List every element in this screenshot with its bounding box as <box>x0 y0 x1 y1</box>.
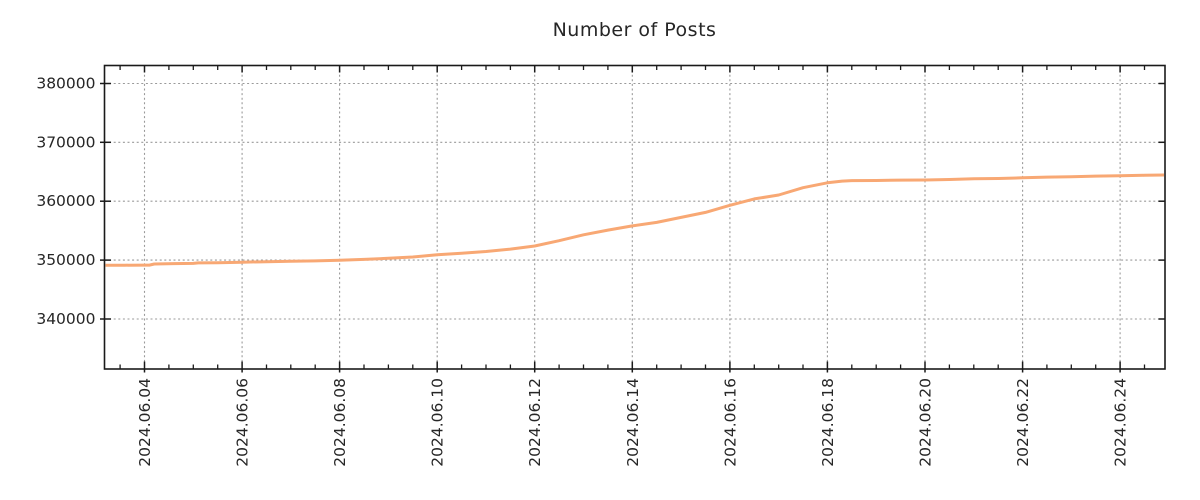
x-tick-label: 2024.06.24 <box>1112 378 1130 467</box>
chart-title: Number of Posts <box>552 19 717 41</box>
y-tick-label: 350000 <box>36 251 95 269</box>
x-tick-label: 2024.06.06 <box>234 378 252 467</box>
y-tick-label: 360000 <box>36 192 95 210</box>
x-tick-label: 2024.06.04 <box>136 378 154 467</box>
y-tick-label: 370000 <box>36 133 95 151</box>
y-tick-label: 340000 <box>36 310 95 328</box>
x-tick-label: 2024.06.16 <box>721 378 739 467</box>
plot-border <box>103 64 1166 370</box>
x-tick-label: 2024.06.14 <box>624 378 642 467</box>
x-tick-label: 2024.06.08 <box>331 378 349 467</box>
y-tick-label: 380000 <box>36 75 95 93</box>
x-tick-label: 2024.06.20 <box>917 378 935 467</box>
x-tick-label: 2024.06.10 <box>429 378 447 467</box>
series-line-number-of-posts <box>105 173 1165 267</box>
x-tick-label: 2024.06.18 <box>819 378 837 467</box>
x-tick-label: 2024.06.22 <box>1014 378 1032 467</box>
x-tick-label: 2024.06.12 <box>526 378 544 467</box>
